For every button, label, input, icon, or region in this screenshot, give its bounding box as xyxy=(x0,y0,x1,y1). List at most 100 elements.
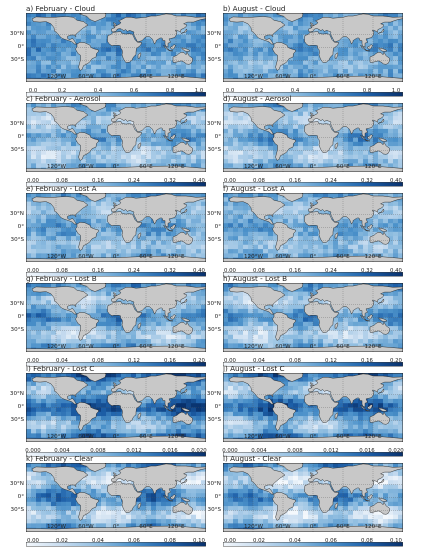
ocean-cell xyxy=(61,52,66,57)
ocean-cell xyxy=(36,228,41,233)
ocean-cell xyxy=(196,138,201,143)
ocean-cell xyxy=(223,300,228,305)
ocean-cell xyxy=(398,73,403,78)
ocean-cell xyxy=(253,39,258,44)
ocean-cell xyxy=(121,335,126,340)
ocean-cell xyxy=(141,69,146,74)
ocean-cell xyxy=(46,318,51,323)
ocean-cell xyxy=(31,253,36,258)
ocean-cell xyxy=(323,245,328,250)
ocean-cell xyxy=(398,236,403,241)
ocean-cell xyxy=(308,56,313,61)
ocean-cell xyxy=(66,146,71,151)
ocean-cell xyxy=(323,155,328,160)
ocean-cell xyxy=(26,52,31,57)
ocean-cell xyxy=(248,193,253,198)
ocean-cell xyxy=(81,30,86,35)
ocean-cell xyxy=(146,240,151,245)
ocean-cell xyxy=(96,300,101,305)
ocean-cell xyxy=(56,223,61,228)
ocean-cell xyxy=(228,159,233,164)
ocean-cell xyxy=(26,69,31,74)
ocean-cell xyxy=(196,73,201,78)
ocean-cell xyxy=(96,245,101,250)
ocean-cell xyxy=(308,339,313,344)
ocean-cell xyxy=(398,240,403,245)
ocean-cell xyxy=(201,146,206,151)
ocean-cell xyxy=(298,48,303,53)
ocean-cell xyxy=(201,142,206,147)
ocean-cell xyxy=(106,116,111,121)
ocean-cell xyxy=(26,159,31,164)
ocean-cell xyxy=(106,339,111,344)
ocean-cell xyxy=(243,150,248,155)
ocean-cell xyxy=(196,48,201,53)
latitude-label: 30°N xyxy=(207,31,221,37)
ocean-cell xyxy=(383,249,388,254)
ocean-cell xyxy=(343,232,348,237)
ocean-cell xyxy=(338,330,343,335)
ocean-cell xyxy=(338,335,343,340)
ocean-cell xyxy=(298,223,303,228)
ocean-cell xyxy=(383,159,388,164)
ocean-cell xyxy=(313,142,318,147)
ocean-cell xyxy=(398,318,403,323)
ocean-cell xyxy=(31,300,36,305)
ocean-cell xyxy=(253,133,258,138)
ocean-cell xyxy=(353,138,358,143)
ocean-cell xyxy=(41,26,46,31)
ocean-cell xyxy=(373,223,378,228)
ocean-cell xyxy=(338,48,343,53)
ocean-cell xyxy=(96,202,101,207)
ocean-cell xyxy=(36,43,41,48)
ocean-cell xyxy=(31,223,36,228)
ocean-cell xyxy=(26,116,31,121)
ocean-cell xyxy=(26,163,31,168)
ocean-cell xyxy=(333,330,338,335)
ocean-cell xyxy=(323,103,328,108)
ocean-cell xyxy=(146,219,151,224)
ocean-cell xyxy=(353,236,358,241)
ocean-cell xyxy=(186,215,191,220)
ocean-cell xyxy=(238,232,243,237)
ocean-cell xyxy=(363,56,368,61)
ocean-cell xyxy=(263,150,268,155)
ocean-cell xyxy=(121,103,126,108)
ocean-cell xyxy=(31,322,36,327)
ocean-cell xyxy=(176,318,181,323)
ocean-cell xyxy=(288,129,293,134)
ocean-cell xyxy=(378,249,383,254)
ocean-cell xyxy=(363,335,368,340)
ocean-cell xyxy=(388,133,393,138)
ocean-cell xyxy=(258,138,263,143)
ocean-cell xyxy=(46,13,51,18)
ocean-cell xyxy=(333,155,338,160)
ocean-cell xyxy=(393,163,398,168)
ocean-cell xyxy=(398,202,403,207)
ocean-cell xyxy=(373,249,378,254)
ocean-cell xyxy=(223,309,228,314)
ocean-cell xyxy=(161,69,166,74)
ocean-cell xyxy=(146,69,151,74)
ocean-cell xyxy=(223,107,228,112)
ocean-cell xyxy=(328,240,333,245)
ocean-cell xyxy=(196,343,201,348)
ocean-cell xyxy=(141,133,146,138)
ocean-cell xyxy=(348,249,353,254)
ocean-cell xyxy=(313,103,318,108)
ocean-cell xyxy=(41,35,46,40)
ocean-cell xyxy=(248,13,253,18)
ocean-cell xyxy=(101,309,106,314)
ocean-cell xyxy=(233,133,238,138)
ocean-cell xyxy=(176,125,181,130)
ocean-cell xyxy=(388,318,393,323)
ocean-cell xyxy=(283,120,288,125)
ocean-cell xyxy=(196,163,201,168)
ocean-cell xyxy=(268,253,273,258)
ocean-cell xyxy=(233,326,238,331)
ocean-cell xyxy=(186,43,191,48)
ocean-cell xyxy=(298,313,303,318)
ocean-cell xyxy=(263,318,268,323)
ocean-cell xyxy=(263,228,268,233)
ocean-cell xyxy=(126,13,131,18)
